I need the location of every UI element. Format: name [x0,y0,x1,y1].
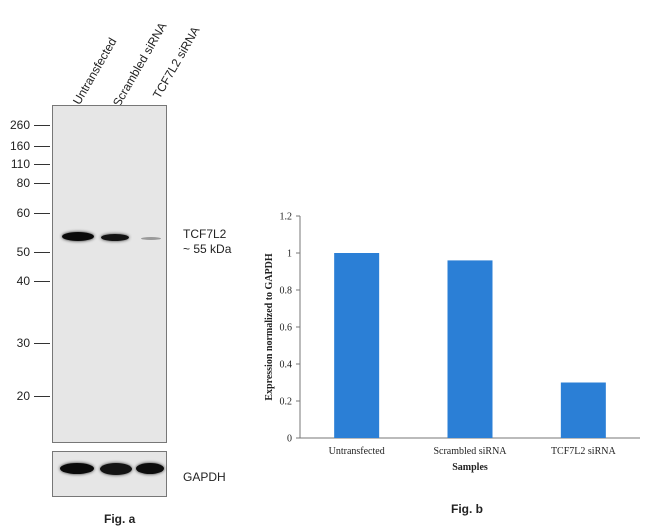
bar-chart-svg: 0 0.2 0.4 0.6 0.8 1 1.2 Untransfected Scrambled … [264,212,640,473]
mw-tick-260 [34,125,50,126]
x-tick-label-0: Untransfected [329,446,385,457]
y-tick-label-1: 0.2 [280,397,293,408]
mw-label-30: 30 [16,336,30,350]
bar-scrambled-sirna [447,260,493,438]
x-tick-label-2: TCF7L2 siRNA [551,446,617,457]
x-axis-title: Samples [452,462,488,473]
mw-tick-30 [34,343,50,344]
y-axis-title: Expression normalized to GAPDH [264,253,275,401]
mw-tick-80 [34,183,50,184]
bar-chart-figure: 0 0.2 0.4 0.6 0.8 1 1.2 Untransfected Scrambled … [255,200,650,490]
mw-label-80: 80 [16,176,30,190]
target-label-size: ~ 55 kDa [183,242,232,256]
figure-a-caption: Fig. a [104,512,136,526]
target-label-name: TCF7L2 [183,227,227,241]
mw-label-260: 260 [9,118,30,132]
mw-tick-50 [34,252,50,253]
band-tcf7l2-untransfected [62,232,94,241]
mw-tick-160 [34,146,50,147]
y-tick-label-2: 0.4 [280,360,293,371]
blot-membrane-tcf7l2 [52,105,167,443]
loading-control-label: GAPDH [183,470,226,484]
mw-label-110: 110 [10,157,30,171]
band-gapdh-scrambled-sirna [100,463,132,475]
y-tick-label-6: 1.2 [280,212,293,223]
y-tick-label-4: 0.8 [280,286,293,297]
figure-b-caption: Fig. b [451,502,483,516]
band-gapdh-untransfected [60,463,94,474]
blot-membrane-gapdh [52,451,167,497]
y-tick-label-5: 1 [287,249,292,260]
mw-label-60: 60 [16,206,30,220]
mw-tick-110 [34,164,50,165]
bar-untransfected [334,253,380,438]
mw-label-20: 20 [16,389,30,403]
x-tick-label-1: Scrambled siRNA [433,446,507,457]
y-tick-label-3: 0.6 [280,323,293,334]
bar-tcf7l2-sirna [560,382,606,438]
mw-tick-20 [34,396,50,397]
mw-label-160: 160 [9,139,30,153]
mw-tick-60 [34,213,50,214]
band-gapdh-tcf7l2-sirna [136,463,164,474]
band-tcf7l2-tcf7l2-sirna [141,237,161,240]
mw-tick-40 [34,281,50,282]
mw-label-50: 50 [16,245,30,259]
mw-label-40: 40 [16,274,30,288]
band-tcf7l2-scrambled-sirna [101,234,129,241]
y-tick-label-0: 0 [287,434,292,445]
